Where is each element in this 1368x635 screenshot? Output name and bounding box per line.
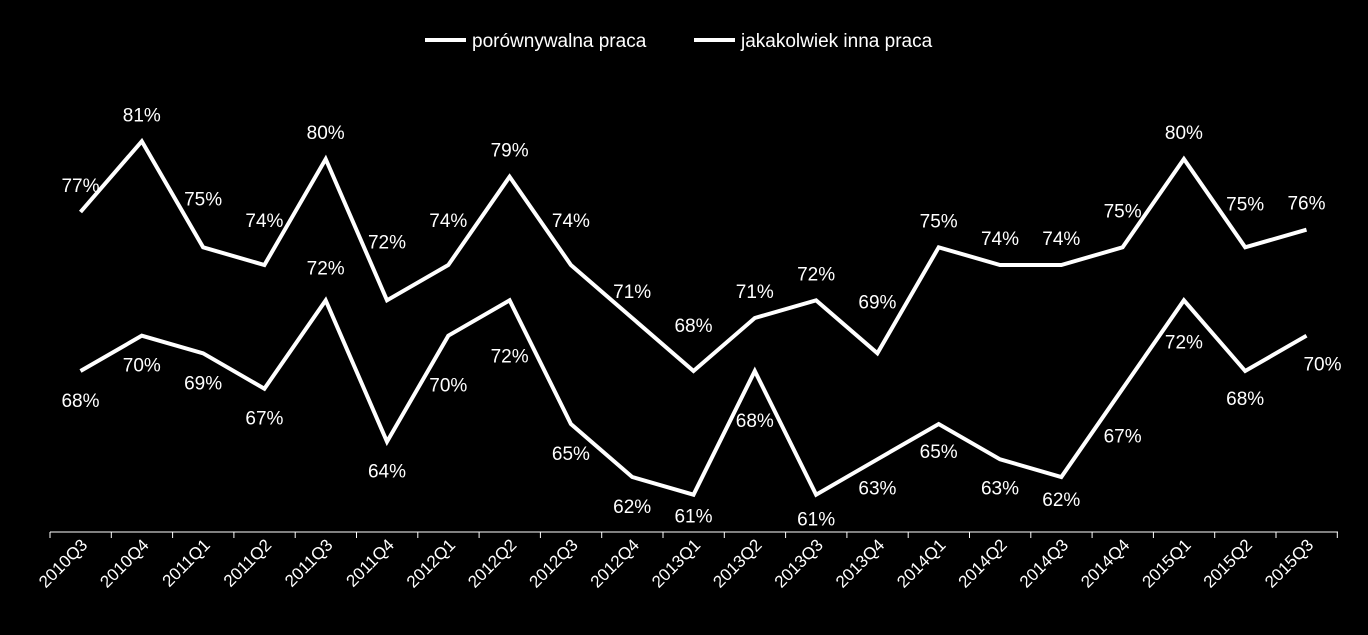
x-tick-label: 2011Q2 xyxy=(220,535,275,590)
x-tick-label: 2011Q1 xyxy=(159,535,214,590)
x-tick-label: 2012Q2 xyxy=(464,535,520,591)
x-tick-label: 2013Q2 xyxy=(709,535,765,591)
data-label: 62% xyxy=(613,497,651,518)
data-label: 75% xyxy=(1104,201,1142,222)
data-label: 74% xyxy=(552,211,590,232)
data-label: 61% xyxy=(797,510,835,531)
x-tick-label: 2014Q2 xyxy=(955,535,1011,591)
x-tick-label: 2014Q1 xyxy=(893,535,949,591)
data-label: 68% xyxy=(61,391,99,412)
data-label: 79% xyxy=(491,141,529,162)
x-tick-label: 2015Q3 xyxy=(1261,535,1317,591)
data-label: 69% xyxy=(858,292,896,313)
data-label: 68% xyxy=(736,411,774,432)
data-label: 68% xyxy=(1226,389,1264,410)
legend-item: porównywalna praca xyxy=(425,31,647,52)
x-tick-label: 2010Q4 xyxy=(96,535,152,591)
data-label: 81% xyxy=(123,105,161,126)
data-label: 74% xyxy=(245,211,283,232)
x-tick-label: 2013Q3 xyxy=(771,535,827,591)
data-label: 80% xyxy=(1165,123,1203,144)
x-tick-label: 2013Q4 xyxy=(832,535,888,591)
data-label: 75% xyxy=(184,189,222,210)
data-label: 68% xyxy=(674,316,712,337)
x-tick-label: 2011Q4 xyxy=(343,535,398,590)
data-label: 72% xyxy=(307,258,345,279)
x-tick-label: 2012Q4 xyxy=(587,535,643,591)
data-label: 64% xyxy=(368,462,406,483)
x-tick-label: 2015Q2 xyxy=(1200,535,1256,591)
data-label: 65% xyxy=(552,444,590,465)
x-tick-label: 2013Q1 xyxy=(648,535,704,591)
x-tick-label: 2012Q3 xyxy=(526,535,582,591)
data-label: 72% xyxy=(1165,332,1203,353)
data-label: 62% xyxy=(1042,490,1080,511)
x-tick-label: 2014Q4 xyxy=(1077,535,1133,591)
data-label: 75% xyxy=(1226,194,1264,215)
legend-label: porównywalna praca xyxy=(472,31,647,52)
data-label: 71% xyxy=(736,282,774,303)
data-label: 69% xyxy=(184,373,222,394)
data-label: 61% xyxy=(674,507,712,528)
data-label: 76% xyxy=(1287,194,1325,215)
data-labels: 68% 70% 69% 67% 72% 64% 70% 72% 65% 62% 61% 68% 61% 6… xyxy=(61,105,1341,530)
x-tick-label: 2014Q3 xyxy=(1016,535,1072,591)
data-label: 70% xyxy=(1303,355,1341,376)
data-label: 72% xyxy=(797,264,835,285)
data-label: 65% xyxy=(920,442,958,463)
data-label: 80% xyxy=(307,123,345,144)
legend-item: jakakolwiek inna praca xyxy=(694,31,933,52)
series-layer xyxy=(78,137,1308,498)
data-label: 72% xyxy=(491,346,529,367)
x-tick-label: 2011Q3 xyxy=(281,535,336,590)
data-label: 70% xyxy=(123,356,161,377)
series-line-porownywalna-praca xyxy=(79,296,1308,498)
data-label: 67% xyxy=(1104,427,1142,448)
x-axis: 2010Q3 2010Q4 2011Q1 2011Q2 2011Q3 2011Q4 2012… xyxy=(35,531,1338,592)
x-tick-label: 2012Q1 xyxy=(403,535,459,591)
data-label: 71% xyxy=(613,282,651,303)
data-label: 75% xyxy=(920,211,958,232)
legend-label: jakakolwiek inna praca xyxy=(740,31,933,52)
data-label: 74% xyxy=(429,211,467,232)
data-label: 70% xyxy=(429,376,467,397)
data-label: 74% xyxy=(1042,229,1080,250)
data-label: 63% xyxy=(858,478,896,499)
data-label: 72% xyxy=(368,232,406,253)
data-label: 67% xyxy=(245,409,283,430)
x-tick-label: 2010Q3 xyxy=(35,535,91,591)
data-label: 77% xyxy=(61,176,99,197)
x-tick-label: 2015Q1 xyxy=(1139,535,1195,591)
series-line-jakakolwiek-inna-praca xyxy=(78,137,1308,374)
data-label: 63% xyxy=(981,478,1019,499)
data-label: 74% xyxy=(981,229,1019,250)
legend: porównywalna praca jakakolwiek inna praca xyxy=(425,31,933,52)
